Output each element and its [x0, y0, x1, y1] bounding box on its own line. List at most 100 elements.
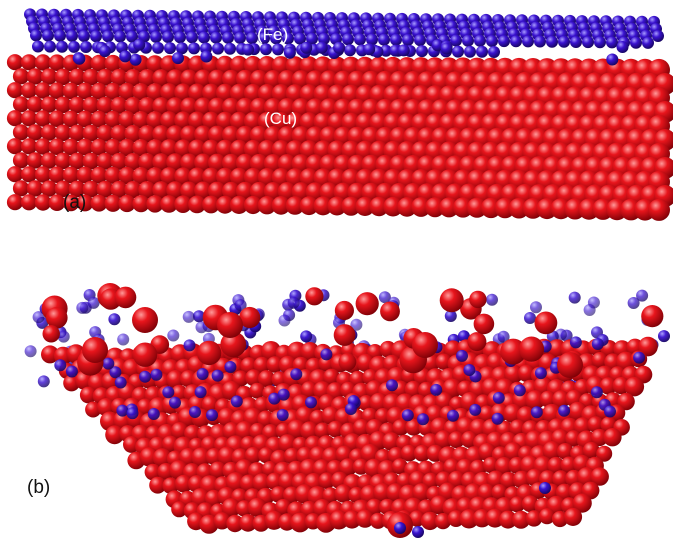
fe-atom — [152, 42, 164, 54]
fe-atom — [115, 377, 127, 389]
fe-atom — [116, 405, 128, 417]
fe-atom — [260, 43, 272, 55]
fe-atom — [558, 36, 570, 48]
fe-atom — [66, 30, 78, 42]
fe-atom — [628, 297, 640, 309]
fe-atom — [402, 34, 414, 46]
fe-atom — [119, 50, 131, 62]
fe-atom — [344, 44, 356, 56]
fe-atom — [212, 370, 224, 382]
fe-atom — [99, 45, 111, 57]
fe-atom — [474, 35, 486, 47]
fe-atom — [189, 406, 201, 418]
cu-atom — [474, 314, 495, 335]
cu-atom — [132, 307, 158, 333]
fe-atom — [44, 41, 56, 53]
cu-atom — [21, 166, 37, 182]
fe-atom — [290, 368, 302, 380]
fe-atom — [167, 330, 179, 342]
fe-atom — [333, 42, 345, 54]
cu-atom — [43, 325, 60, 342]
cu-atom — [115, 287, 137, 309]
fe-atom — [617, 41, 629, 53]
fe-atom — [231, 395, 243, 407]
cu-atom — [469, 291, 486, 308]
fe-atom — [25, 345, 37, 357]
fe-atom — [633, 352, 645, 364]
figure: (Fe) (Cu) (a) (b) — [0, 0, 673, 545]
cu-atom — [334, 324, 356, 346]
fe-atom — [441, 43, 453, 55]
fe-atom — [522, 35, 534, 47]
fe-atom — [630, 37, 642, 49]
cu-atom — [21, 110, 37, 126]
fe-atom — [378, 34, 390, 46]
fe-atom — [398, 44, 410, 56]
fe-atom — [514, 384, 526, 396]
fe-atom — [206, 409, 218, 421]
fe-atom — [117, 334, 129, 346]
cu-atom — [535, 312, 558, 335]
cu-atom — [557, 352, 583, 378]
fe-atom — [402, 409, 414, 421]
fe-atom — [200, 51, 212, 63]
fe-atom — [430, 384, 442, 396]
fe-atom — [139, 371, 151, 383]
cu-atom — [13, 152, 29, 168]
fe-atom — [108, 313, 120, 325]
fe-atom — [652, 30, 664, 42]
fe-atom — [300, 330, 312, 342]
cu-atom — [7, 138, 23, 154]
fe-annotation: (Fe) — [257, 25, 288, 44]
fe-atom — [133, 39, 145, 51]
fe-atom — [510, 35, 522, 47]
cu-atom — [7, 82, 23, 98]
fe-atom — [76, 302, 88, 314]
cu-atom — [21, 82, 37, 98]
fe-atom — [114, 31, 126, 43]
fe-atom — [66, 366, 78, 378]
fe-atom — [305, 396, 317, 408]
fe-atom — [127, 407, 139, 419]
fe-atom — [591, 386, 603, 398]
cu-atom — [13, 124, 29, 140]
fe-atom — [476, 46, 488, 58]
fe-atom — [68, 41, 80, 53]
cu-atom — [648, 199, 670, 221]
cu-atom — [603, 428, 621, 446]
fe-atom — [447, 410, 459, 422]
fe-atom — [80, 41, 92, 53]
cu-atom — [564, 508, 582, 526]
fe-atom — [469, 404, 481, 416]
fe-atom — [78, 30, 90, 42]
fe-atom — [463, 364, 475, 376]
cu-atom — [21, 54, 37, 70]
fe-atom — [531, 406, 543, 418]
fe-atom — [162, 386, 174, 398]
fe-atom — [386, 379, 398, 391]
fe-atom — [30, 29, 42, 41]
fe-atom — [546, 36, 558, 48]
cu-atom — [133, 343, 157, 367]
fe-atom — [186, 31, 198, 43]
fe-atom — [150, 31, 162, 43]
fe-atom — [150, 369, 162, 381]
fe-atom — [224, 43, 236, 55]
cu-atom — [335, 301, 354, 320]
cu-atom — [440, 288, 464, 312]
fe-atom — [363, 43, 375, 55]
fe-atom — [54, 30, 66, 42]
fe-atom — [148, 408, 160, 420]
fe-atom — [464, 46, 476, 58]
cu-atom — [7, 110, 23, 126]
fe-atom — [462, 35, 474, 47]
fe-atom — [582, 36, 594, 48]
fe-atom — [486, 294, 498, 306]
fe-atom — [416, 45, 428, 57]
cu-atom — [13, 180, 29, 196]
fe-atom — [316, 42, 328, 54]
fe-atom — [345, 403, 357, 415]
cu-atom — [82, 337, 108, 363]
fe-atom — [558, 405, 570, 417]
cu-atom — [339, 353, 357, 371]
